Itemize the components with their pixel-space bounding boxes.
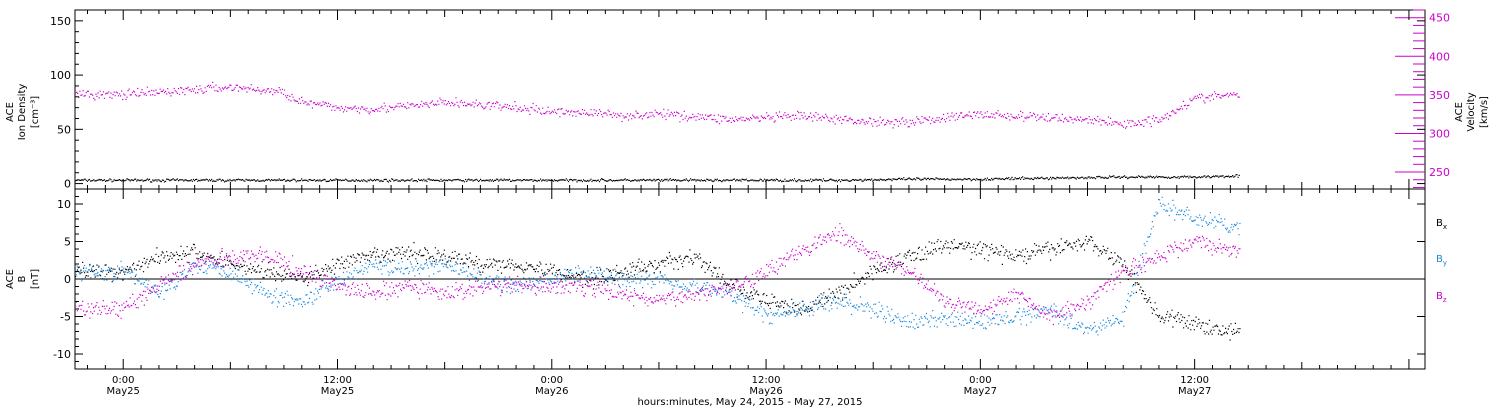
b-legend: Bx By Bz xyxy=(1436,218,1447,304)
bottom-panel-marks xyxy=(75,196,1241,341)
density-axis-label-3: [cm⁻³] xyxy=(30,96,41,128)
series-bz xyxy=(75,223,1241,326)
series-by xyxy=(75,196,1241,336)
density-axis-label-1: ACE xyxy=(5,102,16,122)
velocity-tick-label: 300 xyxy=(1429,127,1450,140)
x-tick-time: 0:00 xyxy=(969,375,991,386)
series-velocity xyxy=(75,81,1240,129)
density-tick-label: 150 xyxy=(50,15,71,28)
b-tick-label: 5 xyxy=(64,236,71,249)
density-tick-label: 0 xyxy=(64,178,71,191)
velocity-tick-label: 250 xyxy=(1429,166,1450,179)
density-tick-label: 50 xyxy=(57,123,71,136)
velocity-axis-ticks: 250 300 350 400 450 xyxy=(1395,9,1450,188)
velocity-tick-label: 400 xyxy=(1429,50,1450,63)
x-tick-time: 12:00 xyxy=(1180,375,1209,386)
velocity-axis-label-1: ACE xyxy=(1454,102,1465,122)
series-bx xyxy=(75,235,1241,341)
b-axis-label-3: [nT] xyxy=(30,269,41,289)
top-panel-frame xyxy=(74,9,1426,190)
legend-bz: Bz xyxy=(1436,291,1447,304)
x-tick-time: 12:00 xyxy=(752,375,781,386)
velocity-axis-label-3: [km/s] xyxy=(1479,96,1490,128)
x-tick-date: May26 xyxy=(535,386,568,397)
x-tick-time: 0:00 xyxy=(112,375,134,386)
b-axis-label-2: B xyxy=(17,275,28,282)
x-axis-title: hours:minutes, May 24, 2015 - May 27, 20… xyxy=(637,397,862,408)
velocity-tick-label: 450 xyxy=(1429,12,1450,25)
b-tick-label: 0 xyxy=(64,273,71,286)
top-panel-time-ticks xyxy=(87,10,1410,189)
x-tick-date: May27 xyxy=(1178,386,1211,397)
velocity-tick-label: 350 xyxy=(1429,89,1450,102)
x-tick-date: May25 xyxy=(107,386,140,397)
b-tick-label: -5 xyxy=(60,311,71,324)
x-tick-date: May27 xyxy=(964,386,997,397)
b-axis-label-1: ACE xyxy=(5,269,16,289)
x-tick-time: 12:00 xyxy=(323,375,352,386)
b-tick-label: 10 xyxy=(57,198,71,211)
density-axis-ticks: 0 50 100 150 xyxy=(50,9,1425,191)
b-tick-label: -10 xyxy=(53,348,71,361)
x-tick-date: May25 xyxy=(321,386,354,397)
top-panel-marks xyxy=(75,81,1240,183)
velocity-axis-label-2: Velocity xyxy=(1466,92,1477,131)
density-axis-label-2: Ion Density xyxy=(17,84,28,141)
density-tick-label: 100 xyxy=(50,69,71,82)
series-density xyxy=(75,174,1240,183)
density-velocity-panel: 0 50 100 150 250 300 350 400 450 ACE Ion Densit… xyxy=(5,9,1490,191)
x-axis-labels: 0:00May2512:00May250:00May2612:00May260:… xyxy=(107,375,1212,397)
magnetic-field-panel: -10 -5 0 5 10 ACE B [nT] Bx By Bz xyxy=(5,188,1447,370)
x-tick-date: May26 xyxy=(749,386,782,397)
x-tick-time: 0:00 xyxy=(541,375,563,386)
bottom-panel-time-ticks xyxy=(87,189,1410,369)
legend-bx: Bx xyxy=(1436,218,1447,231)
b-axis-ticks: -10 -5 0 5 10 xyxy=(53,196,1425,362)
legend-by: By xyxy=(1436,254,1447,267)
